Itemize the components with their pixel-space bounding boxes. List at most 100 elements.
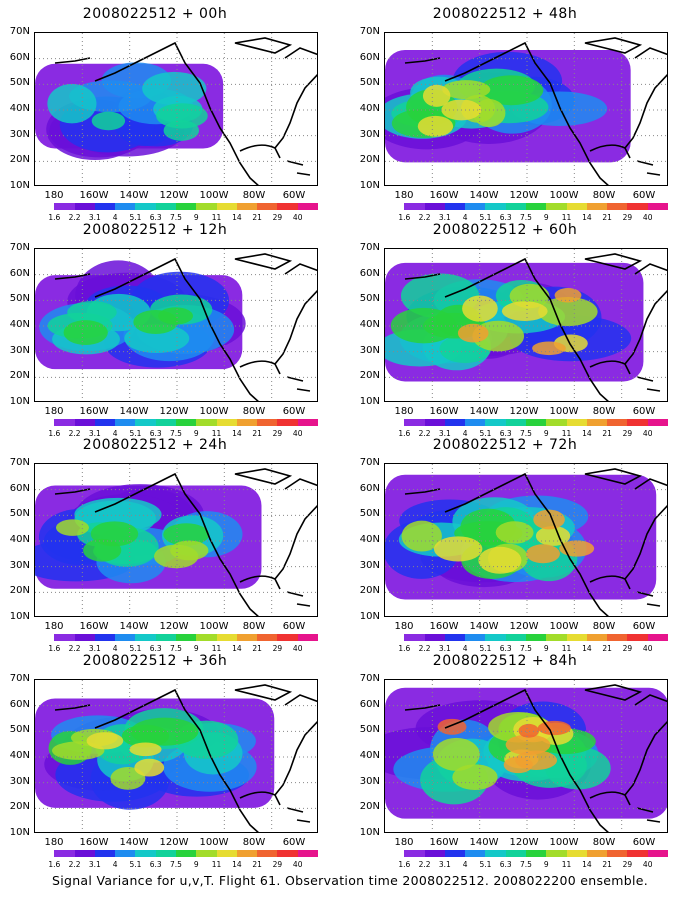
colorbar-label: 6.3 — [499, 860, 512, 869]
lat-tick-label: 30N — [359, 344, 380, 356]
colorbar-swatch — [94, 850, 116, 857]
lat-tick-label: 30N — [9, 128, 30, 140]
colorbar-label: 3.1 — [438, 429, 451, 438]
lon-tick-label: 180 — [394, 837, 414, 848]
lon-tick-label: 60W — [282, 837, 306, 848]
lon-tick-label: 160W — [79, 406, 109, 417]
colorbar-swatch — [115, 203, 136, 210]
lon-tick-label: 120W — [159, 837, 189, 848]
lat-tick-label: 30N — [359, 775, 380, 787]
colorbar-label: 11 — [561, 213, 572, 222]
lat-tick-label: 10N — [359, 611, 380, 622]
lat-tick-label: 60N — [9, 51, 30, 63]
colorbar-label: 2.2 — [68, 429, 81, 438]
lat-tick-label: 40N — [359, 319, 380, 330]
colorbar-swatch — [485, 419, 506, 426]
colorbar-swatch — [404, 634, 425, 641]
colorbar-swatch — [546, 634, 567, 641]
colorbar-swatch — [566, 203, 587, 210]
colorbar-swatch — [74, 203, 95, 210]
colorbar-label: 1.6 — [48, 429, 61, 438]
colorbar-label: 2.2 — [418, 429, 431, 438]
lat-tick-label: 40N — [359, 534, 380, 545]
colorbar-swatch — [384, 850, 405, 857]
colorbar-label: 3.1 — [88, 860, 101, 869]
colorbar-label: 40 — [292, 429, 303, 438]
colorbar-label: 14 — [232, 429, 242, 438]
colorbar-swatch — [277, 419, 298, 426]
colorbar-swatch — [175, 850, 197, 857]
lon-tick-label: 100W — [199, 406, 229, 417]
colorbar-label: 6.3 — [499, 644, 512, 653]
colorbar-label: 4 — [462, 213, 468, 222]
lat-tick-label: 10N — [359, 396, 380, 407]
lat-tick-label: 30N — [9, 559, 30, 571]
colorbar-swatch — [566, 634, 587, 641]
colorbar-label: 21 — [602, 644, 612, 653]
colorbar-label: 4 — [462, 644, 468, 653]
colorbar-swatch — [586, 203, 608, 210]
panel-title: 2008022512 + 84h — [432, 653, 578, 669]
colorbar-label: 11 — [561, 644, 572, 653]
colorbar-swatch — [505, 419, 526, 426]
colorbar-label: 21 — [252, 644, 262, 653]
colorbar-swatch — [175, 634, 197, 641]
colorbar-swatch — [216, 203, 237, 210]
figure-caption: Signal Variance for u,v,T. Flight 61. Ob… — [51, 873, 649, 888]
lat-tick-label: 60N — [9, 698, 30, 710]
colorbar-swatch — [135, 634, 156, 641]
colorbar-label: 29 — [622, 429, 633, 438]
colorbar-label: 6.3 — [149, 860, 162, 869]
lat-tick-label: 50N — [9, 724, 30, 736]
colorbar-swatch — [236, 634, 258, 641]
colorbar-swatch — [216, 634, 237, 641]
colorbar-swatch — [586, 634, 608, 641]
colorbar-swatch — [115, 850, 136, 857]
colorbar-label: 11 — [211, 644, 222, 653]
colorbar-swatch — [257, 419, 278, 426]
colorbar-label: 4 — [462, 429, 468, 438]
colorbar-swatch — [505, 850, 526, 857]
colorbar-label: 9 — [193, 213, 199, 222]
variance-map — [384, 248, 668, 402]
lon-tick-label: 180 — [394, 621, 414, 632]
colorbar-label: 4 — [462, 860, 468, 869]
lon-tick-label: 60W — [282, 190, 306, 201]
colorbar-swatch — [384, 203, 405, 210]
colorbar-swatch — [74, 419, 95, 426]
colorbar-swatch — [135, 419, 156, 426]
colorbar-swatch — [257, 634, 278, 641]
lon-tick-label: 180 — [44, 837, 64, 848]
colorbar-label: 1.6 — [398, 860, 411, 869]
lat-tick-label: 70N — [9, 26, 30, 37]
lat-tick-label: 50N — [359, 724, 380, 736]
colorbar-label: 4 — [112, 860, 118, 869]
colorbar-swatch — [647, 634, 668, 641]
colorbar-swatch — [94, 203, 116, 210]
lat-tick-label: 60N — [9, 482, 30, 494]
colorbar-swatch — [236, 419, 258, 426]
lat-tick-label: 40N — [359, 750, 380, 761]
colorbar-swatch — [404, 203, 425, 210]
lat-tick-label: 20N — [359, 370, 380, 382]
lat-tick-label: 40N — [9, 750, 30, 761]
lon-tick-label: 100W — [199, 621, 229, 632]
colorbar-label: 21 — [252, 429, 262, 438]
lon-tick-label: 180 — [44, 621, 64, 632]
lon-tick-label: 140W — [119, 621, 149, 632]
colorbar-swatch — [525, 850, 547, 857]
lat-tick-label: 10N — [9, 180, 30, 191]
colorbar — [384, 850, 668, 857]
lat-tick-label: 70N — [359, 673, 380, 684]
lon-tick-label: 120W — [159, 406, 189, 417]
colorbar-label: 29 — [272, 644, 283, 653]
lon-tick-label: 140W — [119, 406, 149, 417]
colorbar-label: 29 — [622, 860, 633, 869]
colorbar-label: 5.1 — [129, 429, 142, 438]
lat-tick-label: 20N — [359, 154, 380, 166]
colorbar-swatch — [525, 419, 547, 426]
colorbar-label: 29 — [272, 213, 283, 222]
variance-map — [34, 248, 318, 402]
lat-tick-label: 60N — [359, 482, 380, 494]
lon-tick-label: 180 — [394, 406, 414, 417]
